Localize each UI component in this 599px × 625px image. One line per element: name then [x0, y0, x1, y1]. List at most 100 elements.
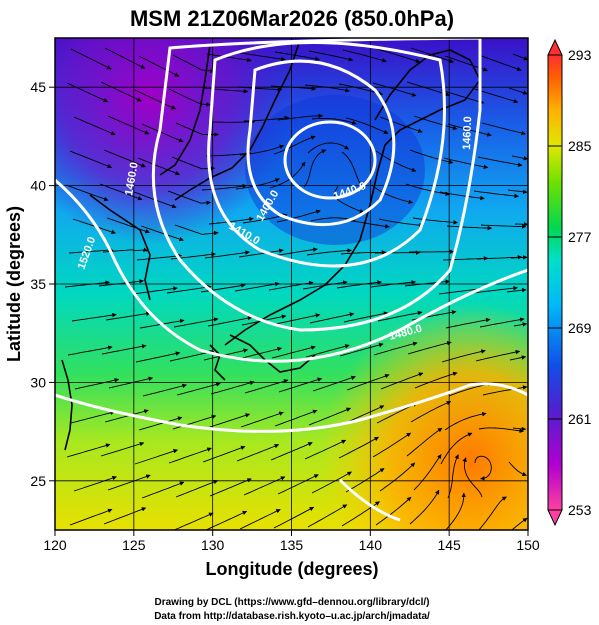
streamline — [378, 218, 424, 228]
streamline — [312, 375, 356, 392]
streamline — [410, 400, 452, 423]
streamline — [268, 280, 314, 291]
streamline — [345, 117, 389, 134]
streamline — [207, 315, 253, 327]
plot-area: 1460.0 1520.0 1400.0 1410.0 1440.0 1460.… — [55, 38, 528, 530]
streamline — [508, 461, 527, 477]
coastline-islands — [209, 344, 226, 381]
streamline — [72, 218, 116, 235]
streamline — [73, 116, 116, 136]
streamline — [173, 317, 219, 328]
streamline — [405, 183, 450, 196]
contour-1520 — [55, 382, 528, 433]
streamline — [474, 455, 492, 481]
streamline — [512, 53, 528, 61]
x-tick-label: 125 — [122, 537, 146, 553]
streamline — [202, 445, 246, 463]
streamline — [407, 341, 452, 355]
streamline — [380, 372, 424, 390]
streamline — [476, 254, 523, 260]
streamline — [342, 49, 387, 63]
coastline-kyushu — [229, 334, 316, 373]
streamline — [333, 185, 365, 214]
chart-title: MSM 21Z06Mar2026 (850.0hPa) — [130, 6, 454, 31]
streamline — [100, 81, 142, 102]
streamline — [413, 454, 442, 491]
streamline — [308, 407, 351, 426]
streamline — [375, 496, 412, 526]
streamline — [238, 248, 284, 258]
x-tick-label: 145 — [437, 537, 461, 553]
streamline — [443, 157, 489, 169]
streamline — [346, 373, 390, 391]
streamline — [275, 313, 321, 325]
streamline — [107, 474, 151, 491]
streamline — [173, 512, 214, 530]
contour-label: 1460.0 — [123, 161, 141, 196]
streamline — [66, 443, 111, 458]
streamline — [478, 427, 524, 434]
coastline-japan — [224, 49, 481, 346]
streamline — [477, 156, 523, 167]
y-axis-label: Latitude (degrees) — [4, 206, 24, 362]
streamline — [379, 116, 423, 133]
streamline — [304, 439, 347, 460]
y-axis-ticks: 25 30 35 40 45 — [30, 79, 55, 489]
streamline — [104, 47, 146, 69]
streamline — [166, 284, 212, 294]
streamline — [447, 454, 459, 499]
streamline — [69, 508, 113, 526]
streamline — [142, 383, 187, 397]
streamline — [370, 280, 416, 288]
streamline — [344, 219, 390, 229]
streamline — [445, 492, 467, 530]
streamline — [376, 48, 421, 63]
colorbar-ticks: 293 285 277 269 261 253 — [548, 47, 592, 518]
streamline — [206, 413, 251, 429]
streamline — [204, 250, 250, 259]
streamline — [277, 474, 319, 495]
streamline — [311, 471, 352, 494]
streamline — [475, 349, 521, 362]
streamline — [377, 310, 423, 322]
streamline — [107, 115, 150, 135]
streamline — [108, 376, 154, 389]
streamline — [64, 280, 110, 288]
streamline — [311, 117, 357, 125]
streamline — [440, 432, 473, 465]
streamline — [105, 311, 151, 321]
streamline — [104, 409, 149, 423]
contour-1480 — [55, 178, 528, 363]
streamline — [277, 113, 324, 121]
streamline — [274, 409, 318, 427]
streamline — [441, 349, 486, 363]
streamline — [168, 447, 212, 464]
streamline — [137, 157, 181, 176]
streamline — [307, 142, 349, 154]
streamline — [338, 436, 379, 459]
streamline — [172, 414, 217, 430]
height-contours — [55, 38, 528, 522]
streamline — [307, 504, 348, 528]
streamline — [138, 55, 180, 77]
streamline — [168, 88, 211, 107]
colorbar-max-arrow — [547, 38, 563, 56]
coastline-korea — [89, 194, 151, 301]
streamline — [66, 82, 109, 103]
streamline — [308, 50, 354, 62]
streamline — [135, 351, 181, 363]
streamline — [444, 411, 487, 431]
streamline — [305, 344, 350, 358]
streamline — [69, 150, 113, 169]
streamline — [205, 510, 248, 530]
streamline — [409, 149, 454, 164]
streamline — [273, 135, 316, 155]
streamline — [209, 119, 256, 125]
streamline — [103, 507, 147, 525]
contour-1460 — [151, 38, 482, 332]
streamline — [236, 444, 280, 462]
streamline — [274, 51, 320, 61]
streamline — [100, 441, 145, 457]
streamline — [273, 506, 315, 529]
streamline — [244, 379, 289, 394]
